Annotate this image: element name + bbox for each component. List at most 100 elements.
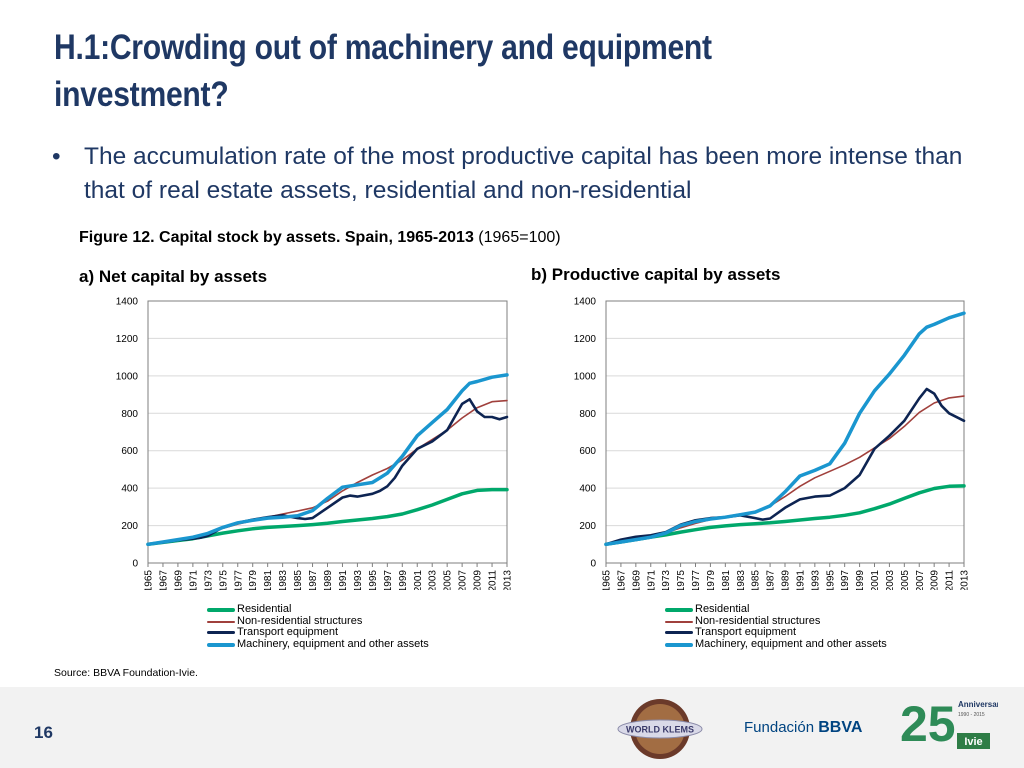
x-tick-label: 1965 [144,570,155,590]
x-tick-label: 1971 [188,570,199,590]
chart-a: 0 200 400 600 800 1000 1200 1400 1965 1967 1969 197… [100,290,530,593]
y-tick-label: 800 [121,409,138,420]
legend-label: Residential [237,603,292,615]
x-tick-label: 1985 [751,570,762,590]
legend-swatch-machinery [665,642,693,647]
chart-b-title: b) Productive capital by assets [531,265,781,284]
legend-label: Machinery, equipment and other assets [695,637,887,650]
y-tick-label: 1000 [116,371,139,382]
legend-swatch-nonresidential [207,620,235,623]
x-tick-label: 1987 [308,570,319,590]
figure-caption: Figure 12. Capital stock by assets. Spai… [79,229,561,247]
world-klems-text: WORLD KLEMS [626,725,694,735]
legend-swatch-residential [665,608,693,612]
legend-swatch-nonresidential [665,620,693,623]
x-tick-label: 1969 [631,570,642,590]
y-tick-label: 1400 [574,297,597,308]
legend-swatch-residential [207,608,235,612]
y-tick-label: 600 [121,446,138,457]
x-tick-label: 1979 [706,570,717,590]
ivie-25-anniversary-logo: 25 Anniversary 1990 - 2015 Ivie [900,696,998,752]
y-tick-label: 0 [132,559,138,570]
legend-label: Residential [695,603,750,615]
y-tick-label: 0 [590,559,596,570]
x-tick-label: 1977 [691,570,702,590]
y-tick-label: 800 [579,409,596,420]
x-tick-label: 1989 [781,570,792,590]
x-tick-label: 2013 [503,570,514,590]
x-tick-label: 2001 [413,570,424,590]
x-tick-label: 1995 [825,570,836,590]
x-tick-label: 1975 [676,570,687,590]
chart-a-title: a) Net capital by assets [79,267,268,286]
plot-area-border [605,300,965,564]
x-tick-label: 1975 [218,570,229,590]
x-tick-label: 2003 [428,570,439,590]
x-tick-label: 1969 [173,570,184,590]
chart-b: 0 200 400 600 800 1000 1200 1400 1965 1967 1969 197… [560,290,980,593]
x-tick-label: 1991 [795,570,806,590]
x-tick-label: 1983 [278,570,289,590]
x-tick-label: 1999 [398,570,409,590]
bullet-text: The accumulation rate of the most produc… [84,143,963,204]
x-tick-label: 2007 [915,570,926,590]
x-tick-label: 2011 [488,570,499,590]
x-tick-label: 2011 [945,570,956,590]
x-tick-label: 1965 [602,570,613,590]
series-line-machinery [604,311,966,547]
legend-label: Transport equipment [695,626,797,638]
x-tick-label: 1997 [383,570,394,590]
y-tick-label: 400 [579,484,596,495]
logo-25-text: 25 [900,696,956,752]
y-tick-label: 1200 [116,334,139,345]
legend-label: Machinery, equipment and other assets [237,637,429,650]
y-tick-label: 200 [579,521,596,532]
chart-svg: 0 200 400 600 800 1000 1200 1400 1965 1967 1969 197… [116,297,514,593]
chart-svg: 0 200 400 600 800 1000 1200 1400 1965 1967 1969 197… [574,297,971,593]
y-tick-label: 1200 [574,334,597,345]
legend-swatch-transport [207,631,235,634]
x-tick-label: 2001 [870,570,881,590]
x-tick-label: 1967 [616,570,627,590]
y-tick-label: 1000 [574,371,597,382]
x-tick-label: 2003 [885,570,896,590]
x-tick-label: 1999 [855,570,866,590]
x-tick-label: 1993 [353,570,364,590]
bullet-mark: • [52,143,61,170]
figure-caption-title: Figure 12. Capital stock by assets. Spai… [79,229,474,246]
x-tick-label: 1973 [661,570,672,590]
x-tick-label: 1985 [293,570,304,590]
series-line-machinery [146,373,509,547]
ivie-text: Ivie [964,736,982,748]
legend-swatch-machinery [207,642,235,647]
y-tick-label: 200 [121,521,138,532]
x-tick-label: 1983 [736,570,747,590]
world-klems-band [617,719,703,739]
x-tick-label: 1995 [368,570,379,590]
x-tick-label: 1997 [840,570,851,590]
x-tick-label: 1977 [233,570,244,590]
x-tick-label: 2009 [473,570,484,590]
fundacion-bbva-logo: Fundación BBVA [744,719,862,737]
source-note: Source: BBVA Foundation-Ivie. [54,667,198,679]
y-tick-label: 400 [121,484,138,495]
legend-label: Non-residential structures [695,614,821,627]
world-klems-logo: WORLD KLEMS [617,699,703,759]
fundacion-text: Fundación [744,719,815,736]
x-tick-label: 2009 [930,570,941,590]
logo-years-text: 1990 - 2015 [958,712,985,718]
legend-label: Non-residential structures [237,614,363,627]
logo-anniversary-text: Anniversary [958,700,998,709]
bbva-text: BBVA [818,719,863,736]
x-tick-label: 2007 [458,570,469,590]
bullet-point: • The accumulation rate of the most prod… [52,140,982,208]
x-tick-label: 2005 [443,570,454,590]
legend-swatch-transport [665,631,693,634]
x-tick-label: 1971 [646,570,657,590]
x-tick-label: 1991 [338,570,349,590]
y-tick-label: 1400 [116,297,139,308]
x-tick-label: 2013 [960,570,971,590]
footer-bar: 16 WORLD KLEMS Fundación BBVA 25 Anniver… [0,687,1024,768]
ivie-box [957,733,990,749]
x-tick-label: 1993 [810,570,821,590]
